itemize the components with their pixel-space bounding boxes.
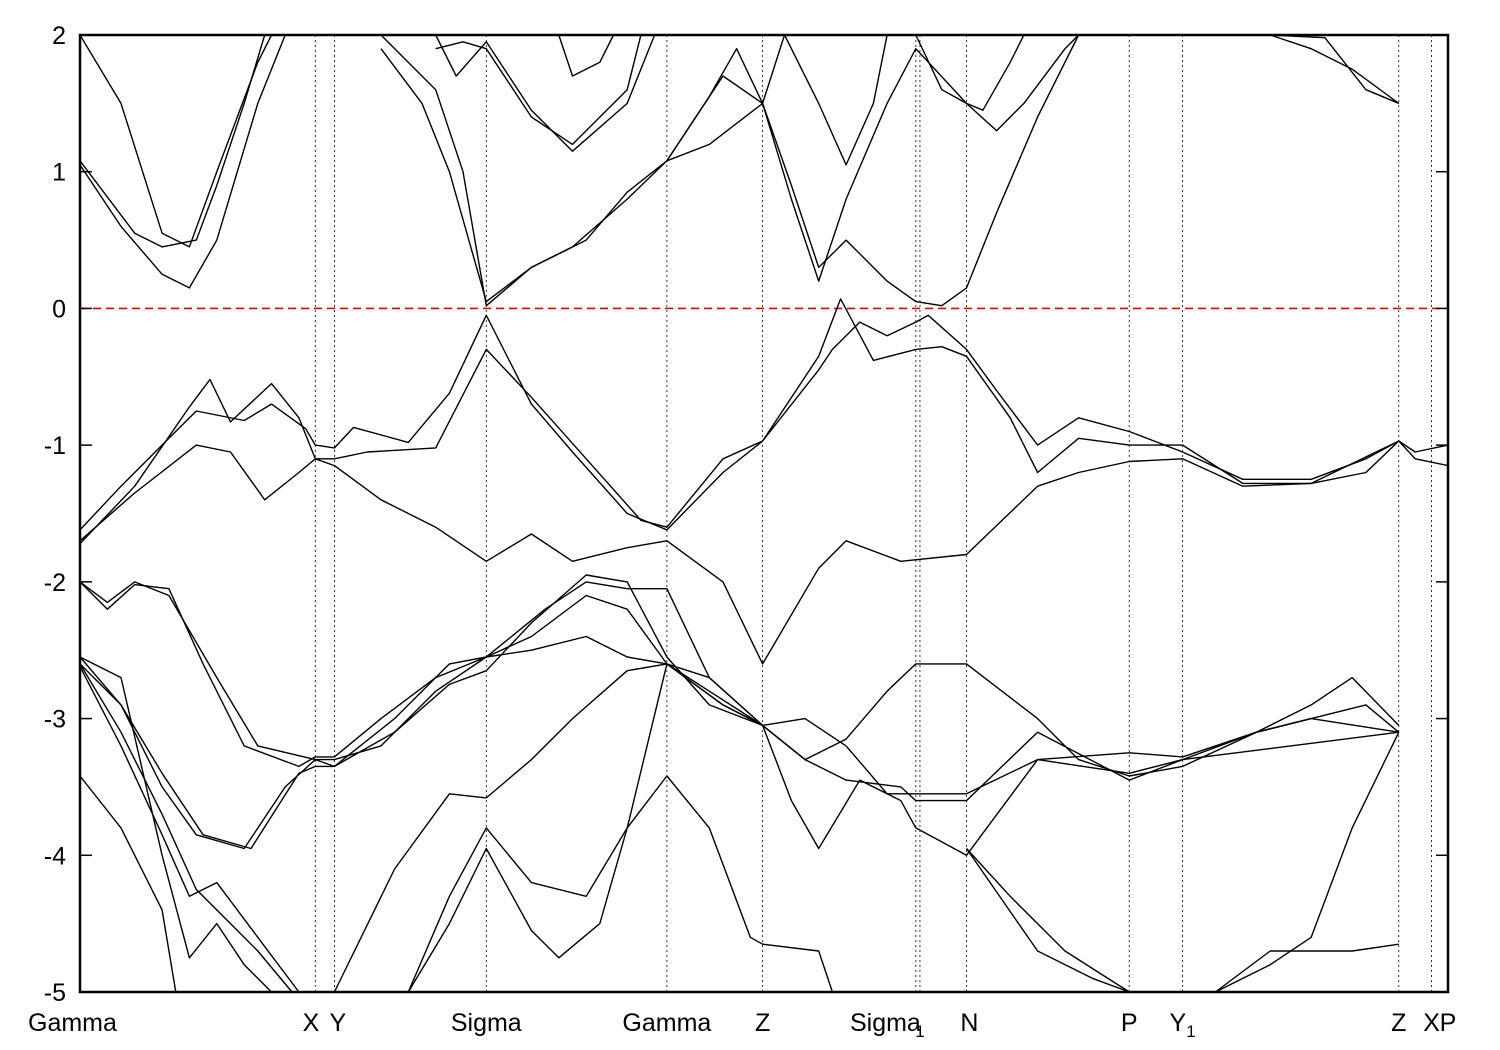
y-tick-label-7: 2	[52, 22, 66, 50]
kpoint-label-7: 1	[915, 1022, 924, 1041]
band-17	[1214, 943, 1399, 993]
kpoint-label-3: Sigma	[451, 1009, 522, 1037]
y-tick-label-6: 1	[52, 159, 66, 187]
kpoint-lines	[314, 35, 1432, 992]
band-26	[666, 34, 1080, 282]
band-3	[79, 581, 1400, 795]
band-7	[79, 666, 300, 993]
band-27	[761, 34, 1080, 307]
plot-frame	[78, 33, 1450, 994]
kpoint-label-2: Y	[329, 1009, 346, 1037]
kpoint-label-8: N	[960, 1009, 978, 1037]
kpoint-label-10: Y1	[1170, 1009, 1196, 1041]
band-29	[915, 34, 1025, 111]
kpoint-label-1: X	[303, 1009, 320, 1037]
band-2	[79, 440, 1400, 665]
kpoint-label-sub-10: 1	[1186, 1022, 1195, 1041]
band-1	[79, 298, 1449, 545]
band-9	[79, 775, 177, 993]
y-tick-label-1: -4	[44, 842, 66, 870]
band-8	[79, 663, 293, 993]
band-24	[435, 34, 642, 146]
band-18	[79, 34, 286, 289]
y-tick-label-5: 0	[52, 295, 66, 323]
band-4	[79, 574, 1400, 777]
band-5	[79, 594, 1399, 850]
band-20	[79, 34, 273, 248]
bands	[79, 34, 1449, 993]
band-22	[380, 48, 763, 303]
band-0	[79, 314, 1449, 531]
band-15	[965, 848, 1130, 993]
kpoint-label-12: X	[1423, 1009, 1440, 1037]
y-tick-label-0: -5	[44, 979, 66, 1007]
y-axis: -5 -4 -3 -2 -1 0 1 2	[44, 22, 1448, 1007]
band-10	[79, 656, 272, 993]
y-tick-label-2: -3	[44, 706, 66, 734]
band-14	[965, 848, 1130, 993]
band-12	[407, 775, 834, 993]
y-tick-label-3: -2	[44, 569, 66, 597]
kpoint-label-9: P	[1121, 1009, 1138, 1037]
kpoint-label-4: Gamma	[622, 1009, 711, 1037]
band-19	[79, 34, 266, 248]
kpoint-label-13: P	[1440, 1009, 1457, 1037]
band-6	[79, 635, 1399, 856]
kpoint-label-0: Gamma	[28, 1009, 117, 1037]
kpoint-label-11: Z	[1391, 1009, 1406, 1037]
kpoint-label-5: Z	[755, 1009, 770, 1037]
band-30	[1269, 34, 1400, 104]
band-23	[435, 34, 656, 152]
band-25	[558, 34, 615, 77]
y-tick-label-4: -1	[44, 432, 66, 460]
band-11	[333, 663, 763, 993]
band-16	[1215, 731, 1400, 993]
band-31	[1270, 34, 1400, 105]
kpoint-label-6: Sigma	[850, 1009, 921, 1037]
band-13	[407, 663, 764, 993]
